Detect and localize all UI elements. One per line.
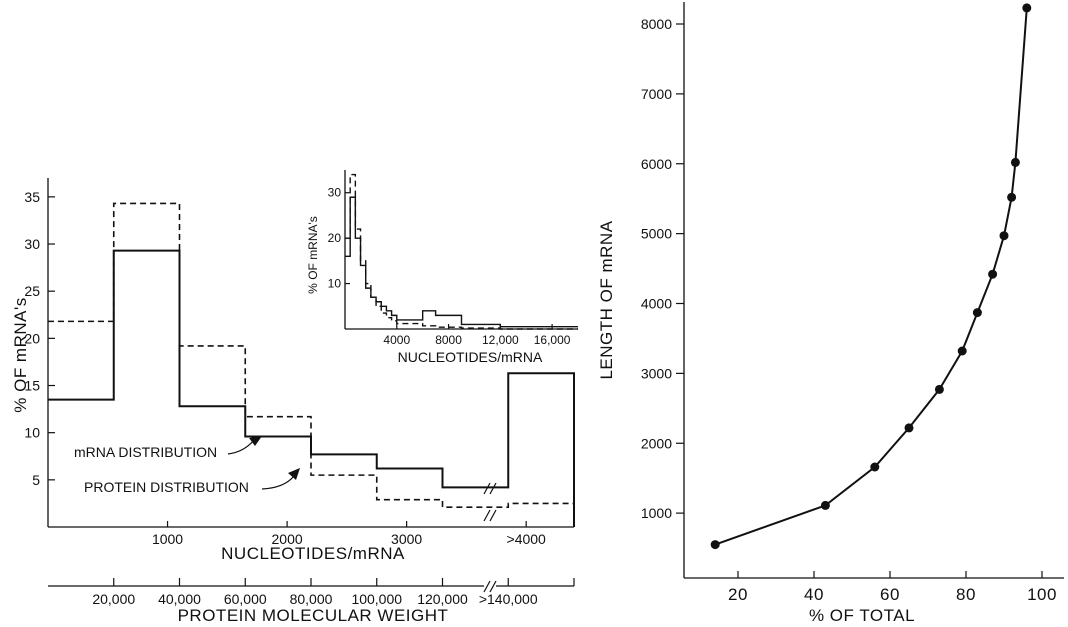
left-chart: 5 10 15 20 25 30 35 1000 2000 3000 >4000 % OF mRN… xyxy=(11,178,575,625)
right-chart: 1000 2000 3000 4000 5000 6000 7000 8000 20 40 60 8… xyxy=(597,2,1064,625)
right-x-tick-label: 100 xyxy=(1027,585,1057,604)
data-point xyxy=(988,269,998,279)
protein-arrow-head xyxy=(288,468,300,480)
right-y-tick-label: 3000 xyxy=(641,365,672,381)
right-x-tick-label: 40 xyxy=(804,585,824,604)
mw-tick-label: >140,000 xyxy=(479,591,538,607)
left-x-tick-label: 1000 xyxy=(152,531,183,547)
inset-x-tick-label: 16,000 xyxy=(534,333,571,347)
left-y-tick-label: 20 xyxy=(24,330,40,346)
data-point xyxy=(972,308,982,318)
data-point xyxy=(999,231,1009,241)
length-curve xyxy=(714,7,1028,546)
left-y-tick-label: 30 xyxy=(24,236,40,252)
left-x-tick-label: >4000 xyxy=(507,531,547,547)
mw-axis-break xyxy=(483,580,497,593)
break-mark-upper xyxy=(483,482,497,495)
left-y-tick-label: 25 xyxy=(24,283,40,299)
mrna-distribution-label: mRNA DISTRIBUTION xyxy=(74,444,217,460)
right-y-tick-label: 1000 xyxy=(641,505,672,521)
left-y-tick-label: 15 xyxy=(24,378,40,394)
left-y-tick-label: 10 xyxy=(24,425,40,441)
mrna-arrow-head xyxy=(249,436,262,446)
left-x-tick-label: 2000 xyxy=(272,531,303,547)
data-point xyxy=(1007,192,1017,202)
left-x-label: NUCLEOTIDES/mRNA xyxy=(221,544,405,563)
left-y-tick-label: 35 xyxy=(24,189,40,205)
data-point xyxy=(904,423,914,433)
protein-distribution-label: PROTEIN DISTRIBUTION xyxy=(84,479,249,495)
inset-x-tick-label: 8000 xyxy=(435,333,462,347)
mw-tick-label: 40,000 xyxy=(158,591,201,607)
inset-mrna-series xyxy=(345,196,578,328)
right-y-tick-label: 2000 xyxy=(641,435,672,451)
mw-axis-label: PROTEIN MOLECULAR WEIGHT xyxy=(178,606,449,625)
inset-x-label: NUCLEOTIDES/mRNA xyxy=(398,349,543,365)
right-x-tick-label: 80 xyxy=(956,585,976,604)
right-y-label: LENGTH OF mRNA xyxy=(597,220,616,379)
inset-x-tick-label: 4000 xyxy=(383,333,410,347)
data-point xyxy=(710,540,720,550)
left-y-label: % OF mRNA's xyxy=(11,297,30,412)
inset-y-tick-label: 10 xyxy=(328,277,342,291)
data-point xyxy=(870,462,880,472)
data-point xyxy=(934,384,944,394)
mrna-arrow-line xyxy=(227,439,255,455)
right-x-label: % OF TOTAL xyxy=(809,606,915,625)
inset-y-tick-label: 20 xyxy=(328,231,342,245)
mw-tick-label: 60,000 xyxy=(224,591,267,607)
mw-tick-label: 20,000 xyxy=(92,591,135,607)
mw-tick-label: 120,000 xyxy=(417,591,468,607)
left-x-tick-label: 3000 xyxy=(391,531,422,547)
right-y-tick-label: 8000 xyxy=(641,16,672,32)
data-point xyxy=(1010,157,1020,167)
right-y-tick-label: 5000 xyxy=(641,226,672,242)
inset-x-tick-label: 12,000 xyxy=(482,333,519,347)
mw-tick-label: 80,000 xyxy=(290,591,333,607)
break-mark-lower xyxy=(483,509,497,522)
inset-y-label: % OF mRNA's xyxy=(306,216,320,294)
right-x-tick-label: 60 xyxy=(880,585,900,604)
right-y-tick-label: 6000 xyxy=(641,156,672,172)
inset-y-tick-label: 30 xyxy=(328,186,342,200)
protein-distribution-series xyxy=(48,202,575,527)
mw-tick-label: 100,000 xyxy=(351,591,402,607)
data-point xyxy=(820,500,830,510)
data-point xyxy=(1022,3,1032,13)
right-y-tick-label: 7000 xyxy=(641,86,672,102)
right-x-tick-label: 20 xyxy=(728,585,748,604)
inset-protein-series xyxy=(345,173,578,330)
left-y-tick-label: 5 xyxy=(32,472,40,488)
data-point xyxy=(957,346,967,356)
protein-arrow-line xyxy=(261,475,295,490)
right-y-tick-label: 4000 xyxy=(641,296,672,312)
